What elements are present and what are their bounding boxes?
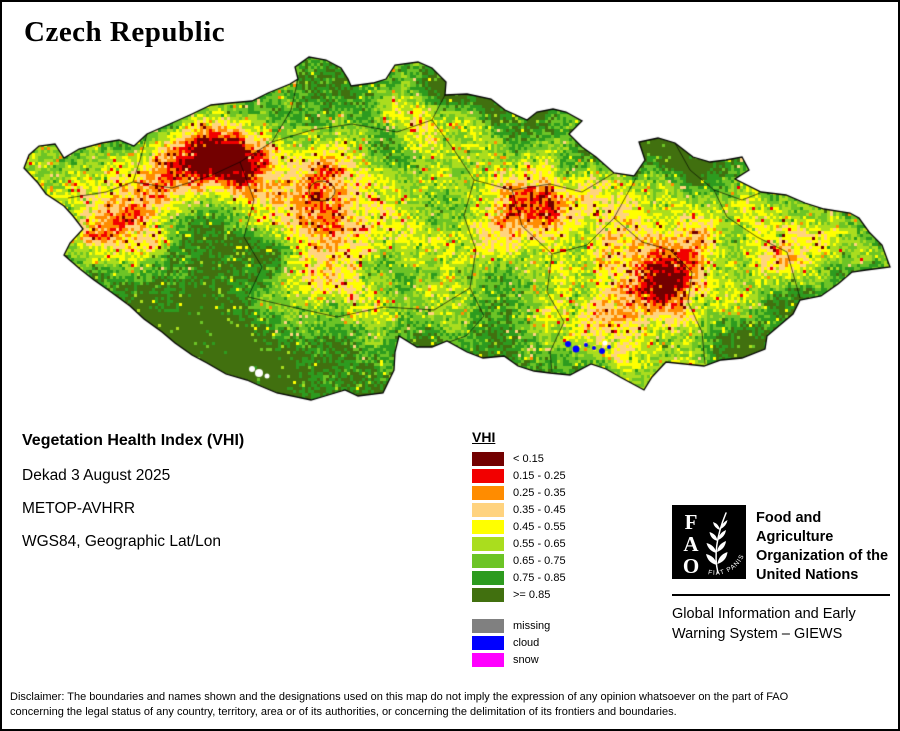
legend-row: 0.15 - 0.25 <box>472 469 566 483</box>
legend-row: snow <box>472 653 566 667</box>
wheat-ear-icon <box>715 512 727 574</box>
disclaimer-line: concerning the legal status of any count… <box>10 706 677 718</box>
legend-class-label: 0.55 - 0.65 <box>513 538 566 550</box>
legend-swatch <box>472 588 504 602</box>
legend-swatch-missing <box>472 619 504 633</box>
info-index-name: Vegetation Health Index (VHI) <box>22 432 245 449</box>
legend-row: >= 0.85 <box>472 588 566 602</box>
info-projection: WGS84, Geographic Lat/Lon <box>22 533 222 550</box>
fao-logo-letter: F <box>685 510 698 534</box>
legend-row: 0.25 - 0.35 <box>472 486 566 500</box>
legend-extra-label: cloud <box>513 637 540 649</box>
fao-org-name-line: Food and Agriculture <box>756 510 834 545</box>
legend-class-label: >= 0.85 <box>513 589 551 601</box>
wheat-grains <box>706 520 728 565</box>
disclaimer: Disclaimer: The boundaries and names sho… <box>10 690 898 720</box>
giews-name-line: Global Information and Early <box>672 606 856 622</box>
fao-logo-icon: F A O FI <box>672 505 746 579</box>
legend-swatch <box>472 469 504 483</box>
legend-swatch <box>472 503 504 517</box>
vhi-map-canvas <box>2 2 898 422</box>
legend-class-label: 0.45 - 0.55 <box>513 521 566 533</box>
legend-class-label: < 0.15 <box>513 453 544 465</box>
legend-row: cloud <box>472 636 566 650</box>
legend-swatch <box>472 486 504 500</box>
legend-class-label: 0.75 - 0.85 <box>513 572 566 584</box>
legend-class-label: 0.65 - 0.75 <box>513 555 566 567</box>
fao-logo-letter: O <box>683 554 699 578</box>
legend-class-label: 0.25 - 0.35 <box>513 487 566 499</box>
legend-swatch <box>472 554 504 568</box>
fao-logo-letter: A <box>683 532 699 556</box>
legend-row: 0.45 - 0.55 <box>472 520 566 534</box>
legend-title: VHI <box>472 429 496 445</box>
page-title: Czech Republic <box>24 16 226 48</box>
legend-swatch <box>472 452 504 466</box>
fao-org-name-line: United Nations <box>756 567 859 583</box>
fao-divider <box>672 594 890 596</box>
legend-row: 0.65 - 0.75 <box>472 554 566 568</box>
legend-row: 0.55 - 0.65 <box>472 537 566 551</box>
disclaimer-line: Disclaimer: The boundaries and names sho… <box>10 691 789 703</box>
info-dekad: Dekad 3 August 2025 <box>22 467 171 484</box>
legend-row: < 0.15 <box>472 452 566 466</box>
fao-org-name-line: Organization of the <box>756 548 889 564</box>
legend-class-label: 0.35 - 0.45 <box>513 504 566 516</box>
legend-row: 0.75 - 0.85 <box>472 571 566 585</box>
map-info-block: Vegetation Health Index (VHI) Dekad 3 Au… <box>22 432 244 566</box>
legend-class-label: 0.15 - 0.25 <box>513 470 566 482</box>
fao-org-name: Food and Agriculture Organization of the… <box>756 505 890 585</box>
legend-swatch-snow <box>472 653 504 667</box>
giews-name: Global Information and Early Warning Sys… <box>672 604 890 644</box>
legend-swatch-cloud <box>472 636 504 650</box>
legend-extra-label: missing <box>513 620 551 632</box>
vhi-legend: VHI < 0.15 0.15 - 0.25 0.25 - 0.35 0.35 … <box>472 429 566 670</box>
giews-name-line: Warning System – GIEWS <box>672 626 843 642</box>
legend-row: missing <box>472 619 566 633</box>
legend-gap <box>472 605 566 619</box>
fao-block: F A O FI <box>672 505 890 644</box>
legend-row: 0.35 - 0.45 <box>472 503 566 517</box>
legend-extra-label: snow <box>513 654 539 666</box>
fao-header: F A O FI <box>672 505 890 585</box>
legend-swatch <box>472 537 504 551</box>
legend-swatch <box>472 520 504 534</box>
info-sensor: METOP-AVHRR <box>22 500 136 517</box>
legend-swatch <box>472 571 504 585</box>
